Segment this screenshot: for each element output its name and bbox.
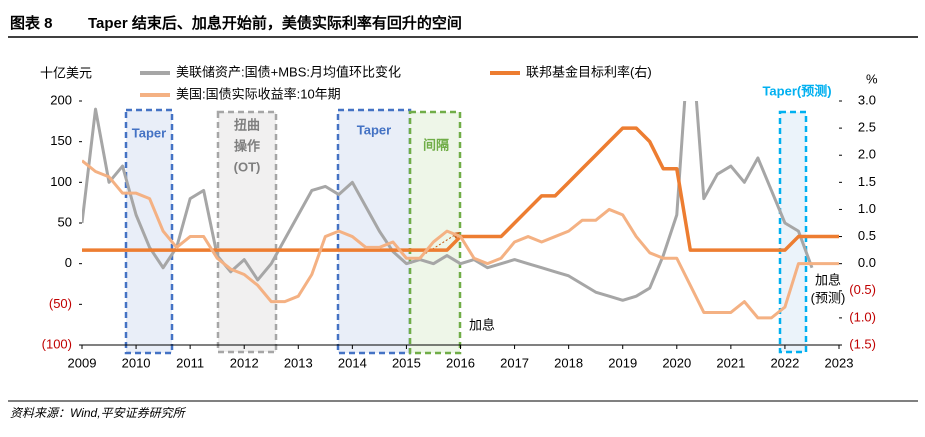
y2-tick-label: 3.0 — [858, 92, 876, 107]
x-tick-label: 2014 — [338, 355, 367, 370]
taper-box — [336, 108, 412, 355]
boxes — [124, 108, 808, 355]
annotation: Taper — [357, 122, 391, 137]
y-unit: 十亿美元 — [40, 65, 92, 80]
annotation: (预测) — [811, 290, 846, 305]
y2-tick-label: 1.0 — [858, 201, 876, 216]
annotation: 扭曲 — [234, 117, 260, 132]
x-tick-label: 2020 — [662, 355, 691, 370]
x-tick-label: 2011 — [176, 355, 204, 370]
y-tick-label: 150 — [50, 133, 72, 148]
y2-tick-label: 2.5 — [858, 120, 876, 135]
annotation: 操作 — [234, 138, 260, 153]
annotation: Taper(预测) — [762, 83, 831, 98]
legend-label: 联邦基金目标利率(右) — [526, 64, 652, 79]
y-tick-label: 50 — [58, 214, 72, 229]
source: 资料来源：Wind,平安证券研究所 — [10, 406, 187, 420]
y-tick-label: 100 — [50, 174, 72, 189]
y-tick-label: 200 — [50, 92, 72, 107]
y2-tick-label: 0.5 — [858, 228, 876, 243]
y2-tick-label: (0.5) — [849, 282, 876, 297]
y2-tick-label: 0.0 — [858, 255, 876, 270]
x-tick-label: 2017 — [500, 355, 529, 370]
x-tick-label: 2016 — [446, 355, 475, 370]
x-tick-label: 2013 — [284, 355, 313, 370]
annotation: 加息 — [469, 317, 495, 332]
legend-label: 美国:国债实际收益率:10年期 — [176, 86, 341, 101]
legend-label: 美联储资产:国债+MBS:月均值环比变化 — [176, 64, 401, 79]
y2-tick-label: (1.5) — [849, 336, 876, 351]
x-tick-label: 2019 — [608, 355, 637, 370]
x-tick-label: 2018 — [554, 355, 583, 370]
y2-tick-label: (1.0) — [849, 309, 876, 324]
x-tick-label: 2009 — [68, 355, 97, 370]
y-tick-label: (100) — [42, 336, 72, 351]
series-line — [82, 159, 839, 320]
x-tick-label: 2023 — [825, 355, 854, 370]
annotation: Taper — [132, 125, 166, 140]
forecast-box — [778, 110, 808, 354]
y-tick-label: (50) — [49, 296, 72, 311]
chart-title: Taper 结束后、加息开始前，美债实际利率有回升的空间 — [88, 14, 462, 32]
x-tick-label: 2012 — [230, 355, 259, 370]
annotation: (OT) — [234, 159, 261, 174]
annotation: 加息 — [815, 272, 841, 287]
plot — [82, 101, 839, 320]
y-tick-label: 0 — [65, 255, 72, 270]
figure-label: 图表 8 — [10, 14, 53, 32]
annotation: 间隔 — [423, 137, 449, 152]
y2-unit: % — [866, 71, 878, 86]
y2-tick-label: 1.5 — [858, 174, 876, 189]
x-tick-label: 2021 — [716, 355, 745, 370]
x-tick-label: 2010 — [122, 355, 151, 370]
ot-box — [216, 110, 278, 354]
series-line — [82, 101, 814, 302]
x-tick-label: 2022 — [770, 355, 799, 370]
y2-tick-label: 2.0 — [858, 147, 876, 162]
x-tick-label: 2015 — [392, 355, 421, 370]
